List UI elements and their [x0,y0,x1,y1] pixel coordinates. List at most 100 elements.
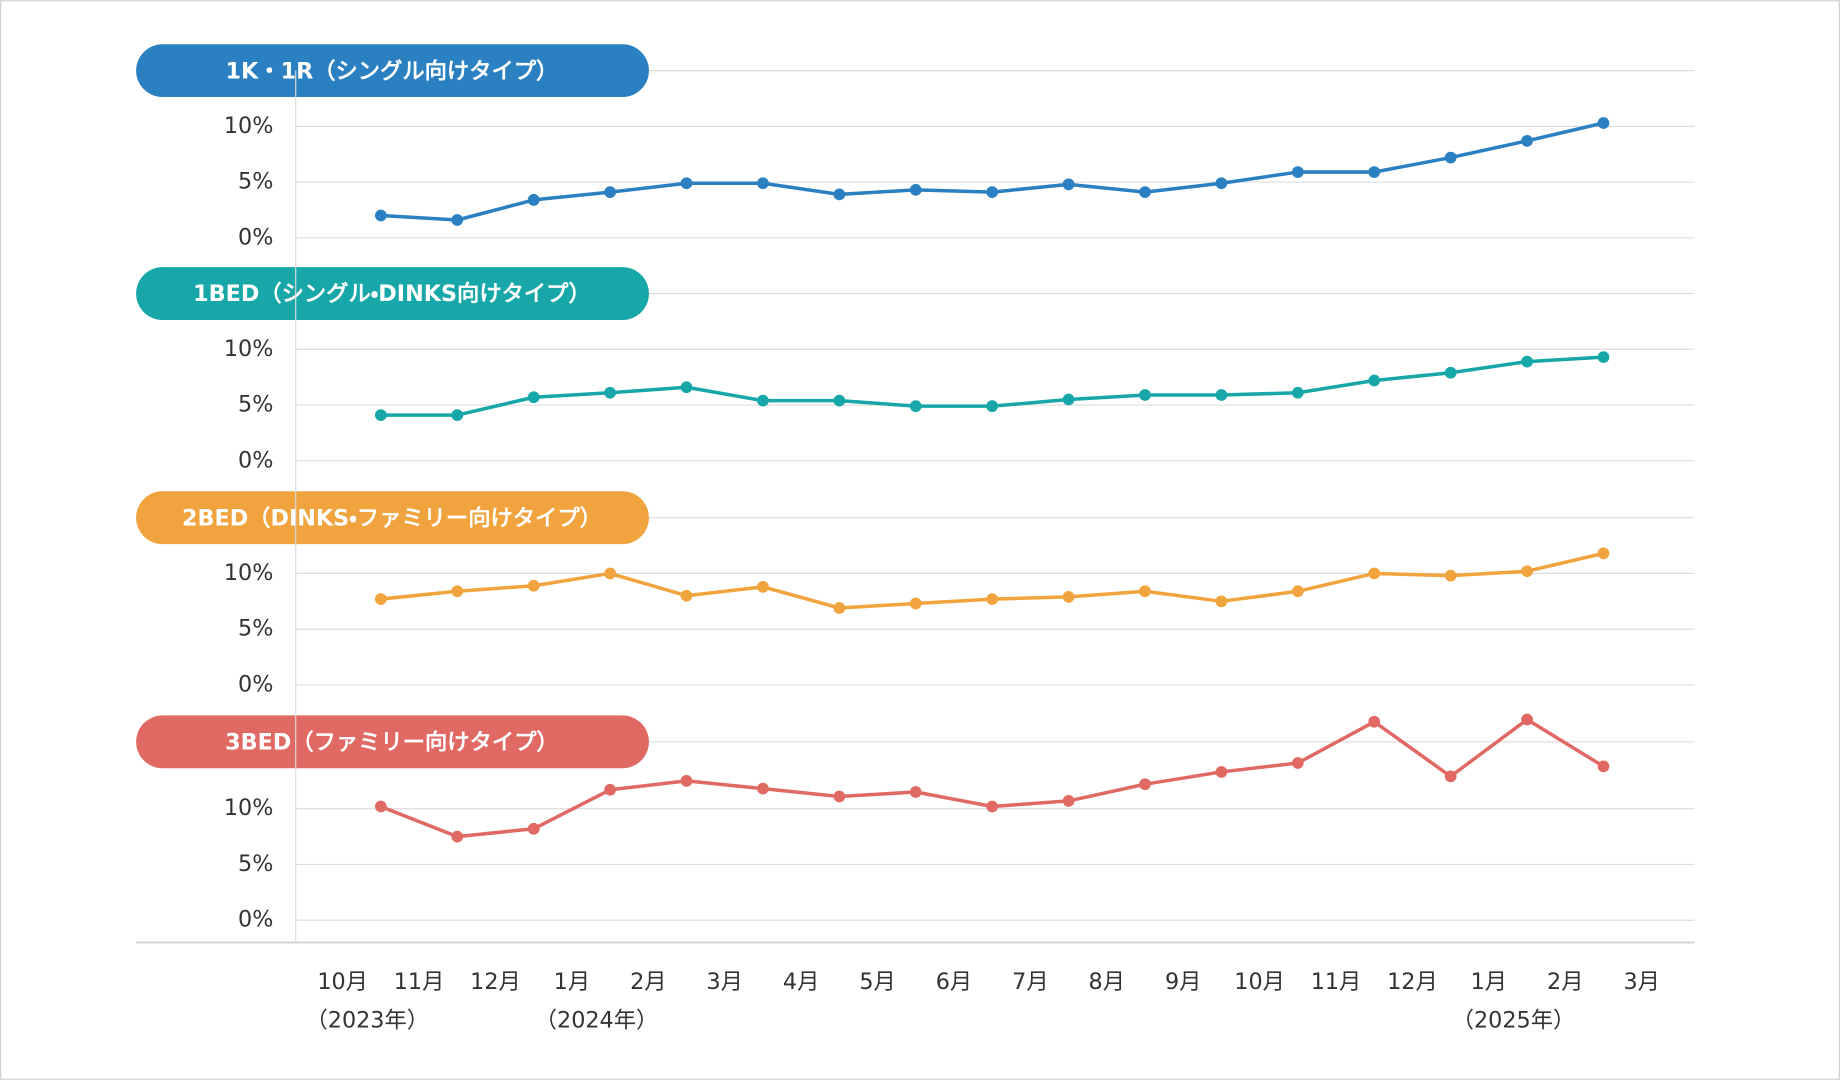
data-point [1062,590,1075,603]
series-title-pill [136,44,649,98]
x-tick-label: 11月 [1311,969,1362,995]
data-point [833,188,846,201]
data-point [1444,770,1457,783]
data-point [757,177,769,190]
y-tick-label: 10% [224,560,274,586]
data-point [1139,389,1151,401]
x-tick-label: 5月 [859,969,895,995]
series-title: 3BED（ファミリー向けタイプ） [225,729,559,756]
data-point [986,400,999,413]
data-point [833,790,846,803]
x-tick-label: 10月 [1234,969,1285,995]
data-point [451,409,464,421]
data-point [1139,585,1151,598]
data-point [909,786,922,798]
data-point [604,783,616,796]
series-title-pill [136,491,649,545]
data-point [604,386,616,399]
data-point [1444,151,1457,164]
data-point [1139,778,1151,791]
x-tick-label: 9月 [1165,969,1201,995]
data-point [1215,177,1228,190]
x-tick-label: 12月 [1387,969,1438,995]
data-point [1291,386,1304,399]
data-point [680,381,693,394]
y-tick-label: 10% [224,113,274,139]
x-tick-sublabel: （2023年） [306,1008,430,1034]
x-tick-label: 8月 [1089,969,1125,995]
data-point [1444,569,1457,582]
series-title: 1K・1R（シングル向けタイプ） [226,57,559,84]
x-tick-label: 1月 [1471,969,1507,995]
data-point [1521,565,1533,578]
data-point [1062,393,1075,406]
series-title: 1BED（シングル・DINKS向けタイプ） [193,280,591,307]
x-tick-sublabel: （2025年） [1452,1008,1576,1034]
data-point [833,394,846,407]
data-point [1291,585,1304,598]
data-point [909,597,922,610]
data-point [374,800,387,813]
data-point [1597,547,1610,560]
data-point [1215,766,1228,778]
x-tick-label: 3月 [706,969,742,995]
data-point [1521,713,1533,726]
x-tick-label: 10月 [317,969,368,995]
y-tick-label: 0% [238,907,273,933]
data-point [1597,351,1610,363]
data-point [1368,374,1381,387]
data-point [1062,795,1075,807]
data-point [833,602,846,614]
x-tick-label: 2月 [1547,969,1583,995]
y-tick-label: 10% [224,336,274,362]
x-tick-label: 3月 [1623,969,1659,995]
y-tick-label: 5% [238,392,273,418]
y-tick-label: 0% [238,447,273,473]
data-point [527,391,540,404]
y-tick-label: 5% [238,616,273,642]
data-point [1521,134,1533,147]
data-point [757,580,769,593]
data-point [1291,166,1304,178]
data-point [1368,567,1381,580]
series-title-pill [136,715,649,769]
x-tick-label: 12月 [470,969,521,995]
data-point [986,800,999,813]
y-tick-label: 0% [238,224,273,250]
data-point [451,585,464,598]
data-point [527,579,540,592]
data-point [527,822,540,835]
x-tick-label: 2月 [630,969,666,995]
data-point [1139,186,1151,198]
data-point [1215,389,1228,401]
data-point [1215,595,1228,608]
data-point [374,209,387,222]
data-point [451,830,464,843]
data-point [680,589,693,602]
data-point [986,186,999,198]
series-title-pill [136,267,649,320]
data-point [680,774,693,787]
data-point [1368,166,1381,178]
data-point [757,394,769,407]
y-tick-label: 10% [224,795,274,821]
y-tick-label: 5% [238,169,273,195]
x-tick-label: 1月 [554,969,590,995]
data-point [680,177,693,190]
data-point [909,400,922,413]
y-tick-label: 5% [238,851,273,877]
data-point [451,214,464,226]
y-tick-label: 0% [238,671,273,697]
data-point [909,184,922,196]
data-point [1597,760,1610,773]
data-point [1521,355,1533,368]
data-point [1444,366,1457,379]
data-point [986,593,999,605]
data-point [1062,178,1075,191]
data-point [527,194,540,206]
series-title: 2BED（DINKS・ファミリー向けタイプ） [182,504,602,531]
x-tick-label: 4月 [783,969,819,995]
